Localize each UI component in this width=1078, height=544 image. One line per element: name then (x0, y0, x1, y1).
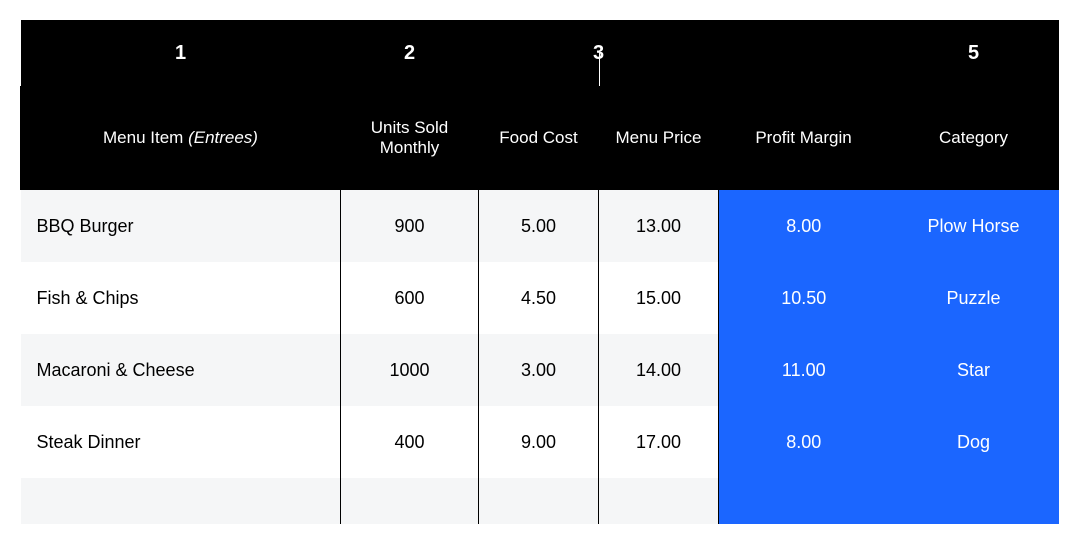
table-row: Macaroni & Cheese 1000 3.00 14.00 11.00 … (21, 334, 1059, 406)
header-number-blank (719, 20, 889, 86)
header-row-numbers: 1 2 3 5 (21, 20, 1059, 86)
cell-empty (889, 478, 1059, 524)
cell-item: Steak Dinner (21, 406, 341, 478)
table-row-empty (21, 478, 1059, 524)
header-number-2: 2 (341, 20, 479, 86)
header-label-menu-item-plain: Menu Item (103, 128, 188, 147)
header-label-food-cost: Food Cost (479, 86, 599, 190)
header-number-5: 5 (889, 20, 1059, 86)
cell-empty (479, 478, 599, 524)
table-row: Steak Dinner 400 9.00 17.00 8.00 Dog (21, 406, 1059, 478)
header-label-profit-margin: Profit Margin (719, 86, 889, 190)
header-number-3: 3 (479, 20, 719, 86)
cell-item: Macaroni & Cheese (21, 334, 341, 406)
header-label-category: Category (889, 86, 1059, 190)
cell-empty (21, 478, 341, 524)
cell-category: Dog (889, 406, 1059, 478)
cell-item: BBQ Burger (21, 190, 341, 262)
table-row: BBQ Burger 900 5.00 13.00 8.00 Plow Hors… (21, 190, 1059, 262)
cell-food-cost: 3.00 (479, 334, 599, 406)
table: 1 2 3 5 Menu Item (Entrees) Units Sold M… (20, 20, 1059, 524)
header-label-menu-item: Menu Item (Entrees) (21, 86, 341, 190)
cell-item: Fish & Chips (21, 262, 341, 334)
cell-empty (719, 478, 889, 524)
cell-margin: 11.00 (719, 334, 889, 406)
cell-food-cost: 9.00 (479, 406, 599, 478)
header-label-menu-price: Menu Price (599, 86, 719, 190)
cell-margin: 10.50 (719, 262, 889, 334)
table-row: Fish & Chips 600 4.50 15.00 10.50 Puzzle (21, 262, 1059, 334)
cell-empty (341, 478, 479, 524)
cell-category: Star (889, 334, 1059, 406)
cell-category: Plow Horse (889, 190, 1059, 262)
cell-units: 600 (341, 262, 479, 334)
cell-food-cost: 5.00 (479, 190, 599, 262)
header-row-labels: Menu Item (Entrees) Units Sold Monthly F… (21, 86, 1059, 190)
cell-units: 400 (341, 406, 479, 478)
cell-menu-price: 17.00 (599, 406, 719, 478)
cell-margin: 8.00 (719, 190, 889, 262)
cell-units: 1000 (341, 334, 479, 406)
cell-margin: 8.00 (719, 406, 889, 478)
header-label-units-sold: Units Sold Monthly (341, 86, 479, 190)
cell-menu-price: 13.00 (599, 190, 719, 262)
header-label-menu-item-italic: (Entrees) (188, 128, 258, 147)
header-number-1: 1 (21, 20, 341, 86)
cell-menu-price: 15.00 (599, 262, 719, 334)
cell-category: Puzzle (889, 262, 1059, 334)
cell-empty (599, 478, 719, 524)
cell-food-cost: 4.50 (479, 262, 599, 334)
cell-menu-price: 14.00 (599, 334, 719, 406)
menu-engineering-table: 1 2 3 5 Menu Item (Entrees) Units Sold M… (20, 20, 1058, 524)
cell-units: 900 (341, 190, 479, 262)
